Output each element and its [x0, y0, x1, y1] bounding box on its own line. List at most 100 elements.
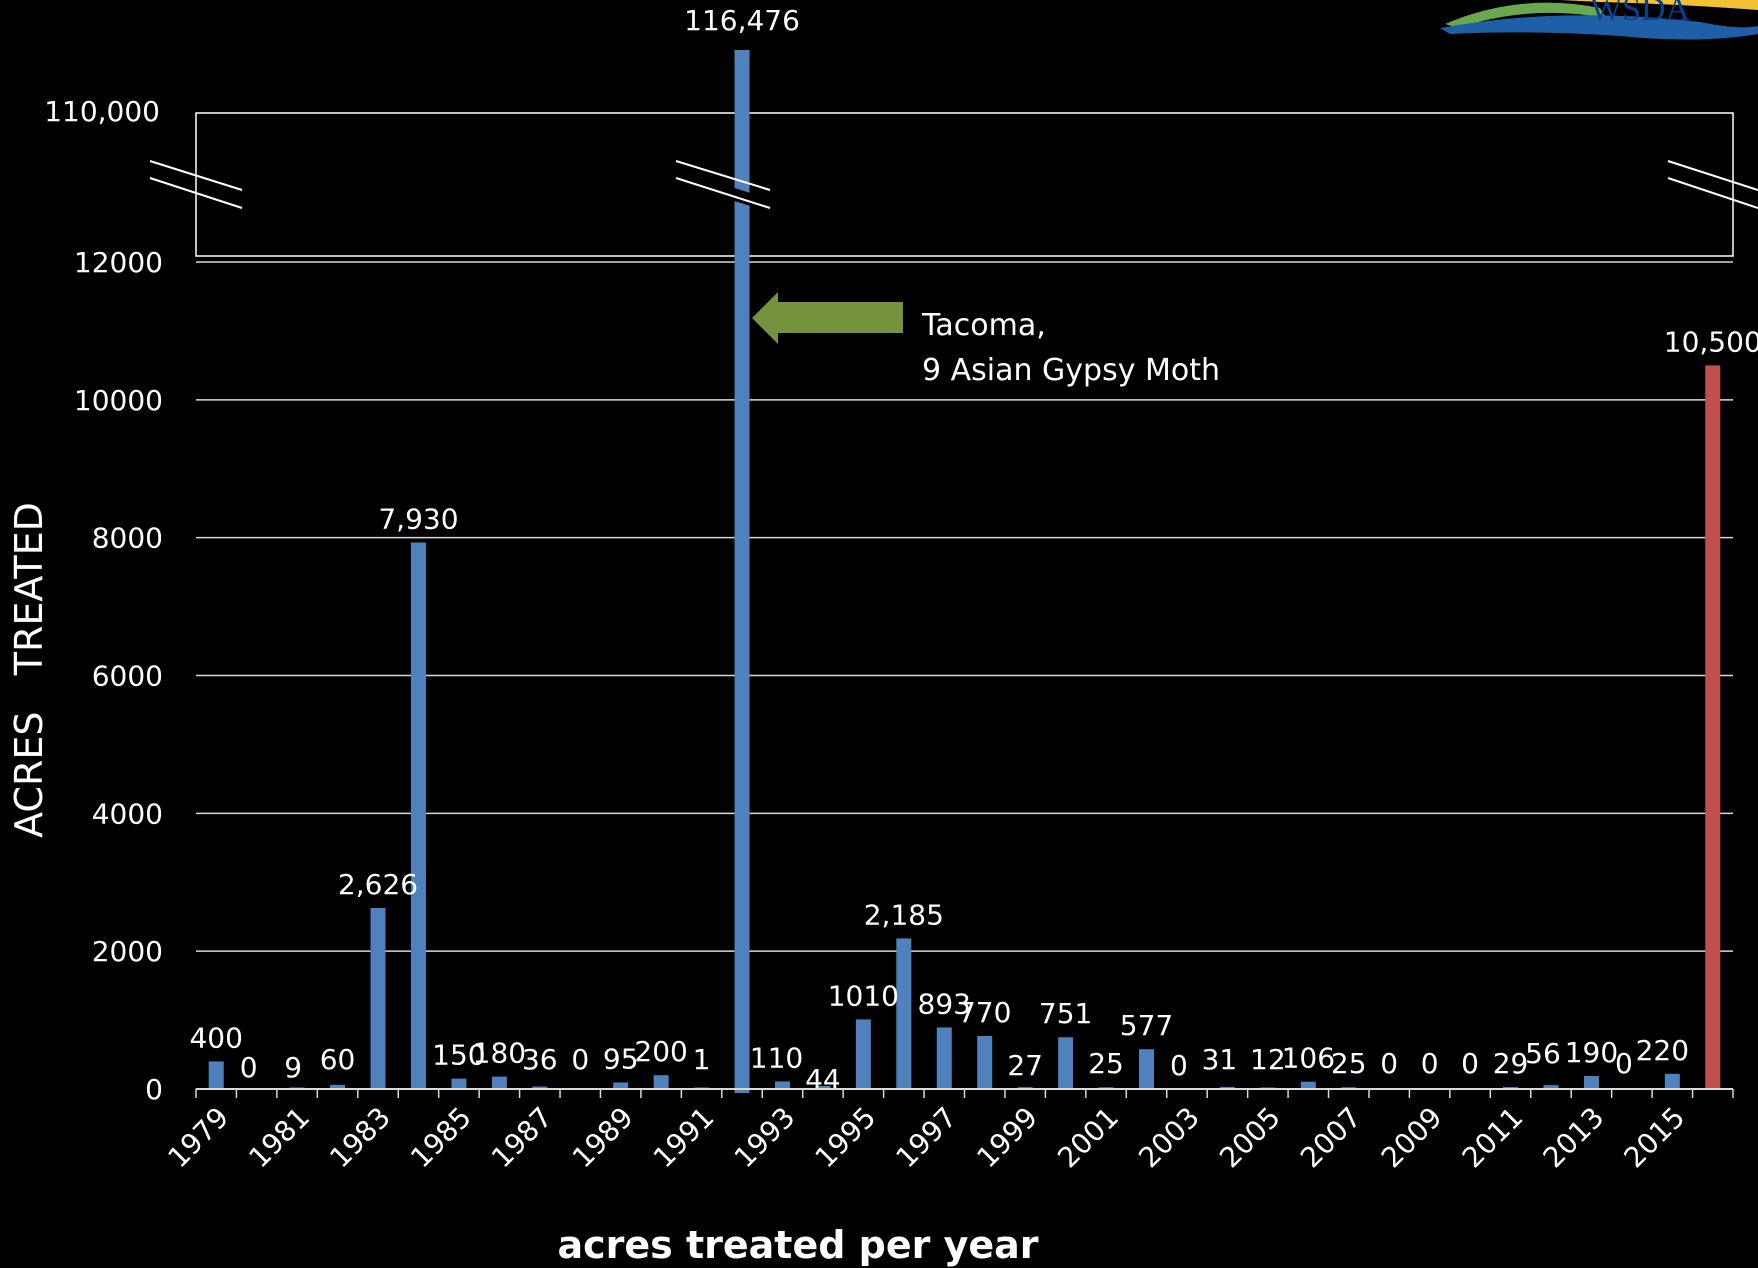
bar-1987 [532, 1086, 548, 1089]
bar-2006 [1300, 1081, 1316, 1089]
data-label-2014: 0 [1615, 1047, 1633, 1080]
data-label-1982: 60 [320, 1043, 356, 1076]
annotation-line-2: 9 Asian Gypsy Moth [922, 353, 1220, 388]
data-label-1980: 0 [240, 1051, 258, 1084]
x-tick-label: 1989 [566, 1101, 640, 1175]
data-label-2006: 106 [1282, 1042, 1335, 1075]
bar-1996 [896, 938, 912, 1089]
x-tick-label: 1987 [485, 1101, 559, 1175]
bar-1983 [370, 908, 386, 1089]
wsda-logo: WSDA [1440, 0, 1758, 40]
data-label-1996: 2,185 [864, 898, 944, 931]
bar-1997 [936, 1027, 952, 1089]
y-tick-label: 10000 [74, 384, 163, 417]
bar-2002 [1139, 1049, 1155, 1089]
y-tick-label: 12000 [74, 246, 163, 279]
x-tick-label: 1997 [889, 1101, 963, 1175]
data-label-2005: 12 [1250, 1043, 1286, 1076]
data-label-1984: 7,930 [378, 502, 458, 535]
data-label-1994: 44 [805, 1063, 841, 1096]
x-tick-label: 2011 [1456, 1101, 1530, 1175]
bar-1982 [330, 1084, 346, 1089]
data-label-1985: 150 [432, 1039, 485, 1072]
bar-2004 [1219, 1086, 1235, 1089]
x-tick-label: 1979 [161, 1101, 235, 1175]
data-label-1998: 770 [958, 996, 1011, 1029]
bar-2000 [1058, 1037, 1074, 1089]
x-tick-label: 2007 [1294, 1101, 1368, 1175]
data-label-2007: 25 [1331, 1047, 1367, 1080]
data-label-1989: 95 [603, 1042, 639, 1075]
bar-1990 [653, 1075, 669, 1089]
bar-1992 [734, 50, 750, 1093]
data-label-2002: 577 [1120, 1009, 1173, 1042]
data-label-1988: 0 [571, 1043, 589, 1076]
bar-2016 [1705, 365, 1721, 1089]
data-label-1979: 400 [189, 1021, 242, 1054]
data-label-2010: 0 [1461, 1047, 1479, 1080]
x-tick-label: 1985 [404, 1101, 478, 1175]
y-tick-label: 8000 [92, 522, 163, 555]
bar-1986 [491, 1076, 507, 1089]
bars [208, 50, 1721, 1093]
x-axis-title: acres treated per year [557, 1223, 1038, 1267]
data-label-2016: 10,500 [1664, 325, 1758, 358]
axis-break-mark-right [1667, 160, 1758, 209]
bar-1998 [977, 1035, 993, 1089]
data-label-2009: 0 [1421, 1047, 1439, 1080]
data-label-1995: 1010 [828, 979, 899, 1012]
y-tick-label: 4000 [92, 797, 163, 830]
data-label-1992: 116,476 [684, 4, 800, 37]
tacoma-annotation: Tacoma, 9 Asian Gypsy Moth [752, 292, 1220, 388]
x-tick-label: 1993 [728, 1101, 802, 1175]
bar-2012 [1543, 1085, 1559, 1089]
data-label-1997: 893 [918, 987, 971, 1020]
data-label-1983: 2,626 [338, 868, 418, 901]
bar-1979 [208, 1061, 224, 1089]
data-label-2012: 56 [1525, 1037, 1561, 1070]
bar-2013 [1583, 1075, 1599, 1089]
data-label-2003: 0 [1170, 1049, 1188, 1082]
y-tick-label-break: 110,000 [44, 95, 160, 128]
data-label-1999: 27 [1007, 1049, 1043, 1082]
bar-2015 [1664, 1073, 1680, 1089]
data-label-1987: 36 [522, 1043, 558, 1076]
data-label-2001: 25 [1088, 1047, 1124, 1080]
annotation-arrow [752, 292, 903, 344]
x-tick-label: 2003 [1132, 1101, 1206, 1175]
data-label-2000: 751 [1039, 997, 1092, 1030]
data-label-2013: 190 [1565, 1036, 1618, 1069]
logo-text: WSDA [1590, 0, 1691, 28]
bar-1985 [451, 1078, 467, 1089]
y-axis-title: ACRES TREATED [7, 502, 51, 838]
data-label-1991: 1 [693, 1043, 711, 1076]
y-tick-label: 0 [145, 1073, 163, 1106]
axis-break-mark-bar [675, 160, 771, 212]
data-label-2015: 220 [1636, 1034, 1689, 1067]
broken-axis-panel: 110,000 [44, 95, 1758, 257]
x-tick-label: 2005 [1213, 1101, 1287, 1175]
x-tick-label: 1983 [323, 1101, 397, 1175]
x-tick-label: 1999 [970, 1101, 1044, 1175]
axis-break-mark-left [149, 160, 243, 209]
data-label-1990: 200 [634, 1035, 687, 1068]
y-tick-label: 6000 [92, 660, 163, 693]
x-tick-label: 2015 [1618, 1101, 1692, 1175]
y-axis-ticks: 0 2000 4000 6000 8000 10000 12000 [74, 246, 163, 1106]
x-tick-label: 1995 [809, 1101, 883, 1175]
annotation-line-1: Tacoma, [921, 308, 1046, 343]
gridlines [196, 261, 1733, 952]
data-label-1986: 180 [473, 1037, 526, 1070]
x-axis-ticks: 1979 1981 1983 1985 1987 1989 1991 1993 1995 1997… [161, 1089, 1734, 1175]
x-tick-label: 2013 [1537, 1101, 1611, 1175]
data-label-2004: 31 [1202, 1043, 1238, 1076]
y-tick-label: 2000 [92, 935, 163, 968]
bar-1989 [613, 1082, 629, 1089]
data-label-2008: 0 [1380, 1047, 1398, 1080]
data-label-1981: 9 [284, 1051, 302, 1084]
data-label-1993: 110 [750, 1041, 803, 1074]
x-tick-label: 1981 [242, 1101, 316, 1175]
x-tick-label: 2009 [1375, 1101, 1449, 1175]
